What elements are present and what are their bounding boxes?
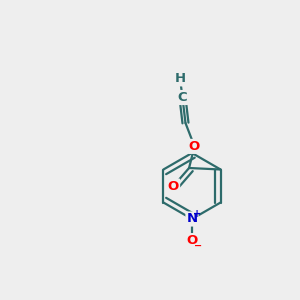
- Text: O: O: [168, 179, 179, 193]
- Text: H: H: [175, 72, 186, 86]
- Text: O: O: [186, 234, 198, 247]
- Text: C: C: [178, 91, 187, 104]
- Text: −: −: [194, 240, 202, 250]
- Text: +: +: [193, 208, 202, 219]
- Text: O: O: [189, 140, 200, 153]
- Text: N: N: [186, 212, 198, 226]
